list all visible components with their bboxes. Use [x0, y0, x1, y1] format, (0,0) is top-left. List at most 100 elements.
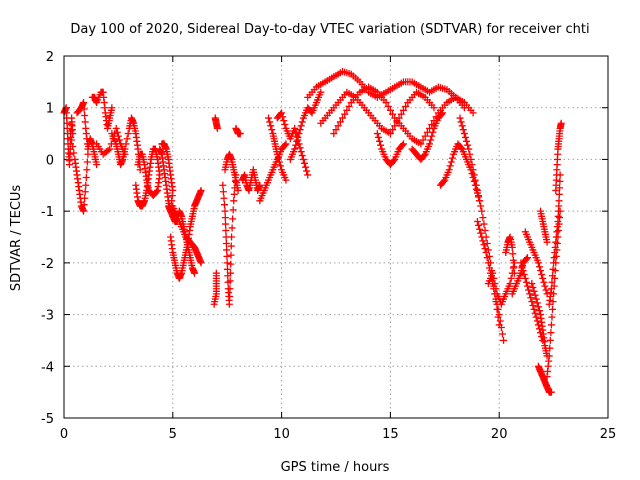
- y-tick-label: -4: [41, 360, 54, 375]
- data-point: [299, 155, 307, 163]
- data-point: [230, 197, 238, 205]
- data-point: [389, 110, 397, 118]
- data-point: [158, 140, 166, 148]
- data-point: [480, 220, 488, 228]
- data-point: [374, 133, 382, 141]
- data-point: [386, 130, 394, 138]
- chart-title: Day 100 of 2020, Sidereal Day-to-day VTE…: [70, 22, 589, 37]
- data-point: [508, 243, 516, 251]
- data-point: [473, 186, 481, 194]
- data-point: [492, 285, 500, 293]
- data-point: [430, 104, 438, 112]
- data-point: [549, 298, 557, 306]
- data-point: [510, 269, 518, 277]
- data-point: [222, 220, 230, 228]
- data-point: [509, 250, 517, 258]
- data-point: [445, 166, 453, 174]
- data-point: [464, 141, 472, 149]
- data-point: [115, 136, 123, 144]
- x-tick-label: 0: [60, 427, 68, 442]
- data-point: [556, 177, 564, 185]
- data-point: [229, 215, 237, 223]
- data-point: [399, 140, 407, 148]
- data-point: [421, 132, 429, 140]
- data-point: [67, 130, 75, 138]
- x-tick-label: 5: [169, 427, 177, 442]
- data-point: [532, 295, 540, 303]
- data-point: [446, 162, 454, 170]
- data-point: [471, 176, 479, 184]
- data-point: [467, 155, 475, 163]
- data-point: [447, 158, 455, 166]
- data-point: [282, 176, 290, 184]
- data-point: [300, 159, 308, 167]
- series-t9b: [265, 114, 290, 184]
- data-point: [236, 130, 244, 138]
- data-point: [458, 122, 466, 130]
- data-point: [491, 280, 499, 288]
- x-tick-label: 25: [600, 427, 617, 442]
- data-point: [525, 286, 533, 294]
- data-point: [82, 174, 90, 182]
- data-point: [281, 141, 289, 149]
- data-point: [440, 177, 448, 185]
- series-d20a: [484, 259, 518, 308]
- data-point: [219, 188, 227, 196]
- data-point: [221, 214, 229, 222]
- series-t7d: [221, 150, 242, 194]
- data-point: [546, 344, 554, 352]
- data-point: [506, 280, 514, 288]
- data-point: [419, 136, 427, 144]
- data-point: [478, 207, 486, 215]
- data-point: [477, 229, 485, 237]
- data-point: [481, 245, 489, 253]
- data-point: [213, 124, 221, 132]
- data-point: [134, 161, 142, 169]
- data-point: [136, 166, 144, 174]
- data-point: [68, 136, 76, 144]
- data-point: [82, 181, 90, 189]
- data-point: [382, 99, 390, 107]
- series-t0b: [67, 130, 92, 215]
- data-point: [83, 158, 91, 166]
- data-point: [81, 111, 89, 119]
- data-point: [221, 207, 229, 215]
- data-point: [330, 130, 338, 138]
- data-point: [108, 104, 116, 112]
- data-point: [548, 278, 556, 286]
- series-arc3: [330, 83, 477, 148]
- series-t0a: [60, 104, 77, 169]
- data-point: [303, 167, 311, 175]
- data-point: [522, 278, 530, 286]
- x-tick-label: 10: [273, 427, 290, 442]
- data-point: [554, 227, 562, 235]
- series-t2: [88, 88, 116, 132]
- data-point: [482, 249, 490, 257]
- data-point: [228, 233, 236, 241]
- data-point: [533, 299, 541, 307]
- data-point: [537, 267, 545, 275]
- data-point: [302, 163, 310, 171]
- data-point: [274, 154, 282, 162]
- data-point: [402, 102, 410, 110]
- y-tick-label: 1: [46, 102, 54, 117]
- data-point: [485, 264, 493, 272]
- data-point: [222, 239, 230, 247]
- data-point: [477, 202, 485, 210]
- data-point: [106, 145, 114, 153]
- data-point: [528, 298, 536, 306]
- data-point: [457, 118, 465, 126]
- data-point: [80, 207, 88, 215]
- data-point: [448, 154, 456, 162]
- data-point: [547, 285, 555, 293]
- data-point: [297, 122, 305, 130]
- data-point: [281, 121, 289, 129]
- data-point: [470, 171, 478, 179]
- series-t8: [232, 124, 244, 138]
- data-point: [520, 270, 528, 278]
- data-point: [481, 227, 489, 235]
- data-point: [548, 313, 556, 321]
- data-point: [345, 102, 353, 110]
- data-point: [539, 274, 547, 282]
- data-point: [230, 190, 238, 198]
